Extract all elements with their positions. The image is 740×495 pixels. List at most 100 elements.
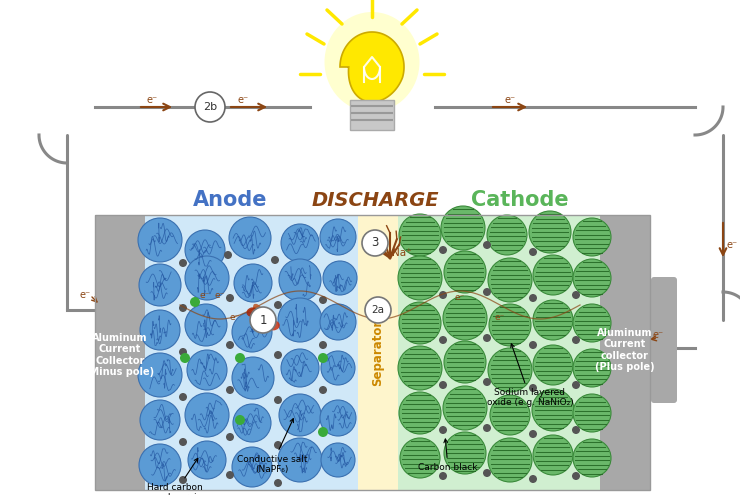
Text: Cathode: Cathode [471,190,569,210]
Circle shape [185,304,227,346]
Text: Aluminum
Current
collector
(Plus pole): Aluminum Current collector (Plus pole) [595,328,655,372]
Text: e⁻: e⁻ [495,313,505,323]
Circle shape [232,312,272,352]
Circle shape [320,304,356,340]
FancyBboxPatch shape [145,215,358,490]
Circle shape [443,386,487,430]
Ellipse shape [262,311,275,322]
Ellipse shape [253,304,263,314]
Circle shape [140,400,180,440]
Text: DISCHARGE: DISCHARGE [312,191,439,209]
Circle shape [365,297,391,323]
Circle shape [188,441,226,479]
Circle shape [179,438,187,446]
Circle shape [443,296,487,340]
Circle shape [179,259,187,267]
Circle shape [444,341,486,383]
Circle shape [320,219,356,255]
FancyBboxPatch shape [358,215,398,490]
Circle shape [226,386,234,394]
Circle shape [399,302,441,344]
Circle shape [529,248,537,256]
Circle shape [529,211,571,253]
Text: e⁻: e⁻ [79,290,90,300]
Circle shape [232,357,274,399]
Circle shape [320,400,356,436]
Circle shape [488,258,532,302]
Circle shape [490,395,530,435]
Circle shape [529,475,537,483]
Circle shape [572,336,580,344]
Circle shape [179,348,187,356]
Circle shape [573,304,611,342]
Circle shape [321,351,355,385]
Circle shape [321,443,355,477]
Circle shape [278,298,322,342]
Circle shape [483,378,491,386]
Circle shape [318,353,328,363]
Ellipse shape [250,313,258,323]
Circle shape [398,256,442,300]
Circle shape [180,353,190,363]
Circle shape [274,396,282,404]
Circle shape [444,432,486,474]
Text: e⁻: e⁻ [727,240,738,250]
Circle shape [279,394,321,436]
Circle shape [138,353,182,397]
Circle shape [441,206,485,250]
Circle shape [187,350,227,390]
Circle shape [439,246,447,254]
Text: 1: 1 [259,313,266,327]
Circle shape [235,415,245,425]
Circle shape [533,345,573,385]
Text: Separator: Separator [371,319,385,386]
Circle shape [439,291,447,299]
Circle shape [439,472,447,480]
Circle shape [185,230,225,270]
Circle shape [573,394,611,432]
Circle shape [226,294,234,302]
Circle shape [139,264,181,306]
Text: 3: 3 [371,237,379,249]
Circle shape [274,351,282,359]
Circle shape [439,381,447,389]
Circle shape [487,215,527,255]
Circle shape [179,476,187,484]
Circle shape [489,304,531,346]
Circle shape [274,479,282,487]
Circle shape [483,424,491,432]
Circle shape [362,230,388,256]
Circle shape [529,341,537,349]
FancyBboxPatch shape [350,100,394,130]
Circle shape [573,439,611,477]
Circle shape [398,346,442,390]
Circle shape [195,92,225,122]
Circle shape [483,334,491,342]
Text: Anode: Anode [192,190,267,210]
Circle shape [400,438,440,478]
Circle shape [399,214,441,256]
Circle shape [234,264,272,302]
Circle shape [483,469,491,477]
Circle shape [573,259,611,297]
Ellipse shape [246,307,258,317]
Circle shape [274,301,282,309]
Text: Hard carbon
anode grain: Hard carbon anode grain [147,458,203,495]
Circle shape [573,218,611,256]
Circle shape [281,349,319,387]
Circle shape [572,426,580,434]
Text: Na⁺: Na⁺ [392,248,411,258]
Circle shape [533,255,573,295]
Circle shape [572,472,580,480]
FancyBboxPatch shape [651,277,677,403]
Circle shape [439,336,447,344]
Circle shape [483,288,491,296]
Text: e⁻: e⁻ [147,95,158,105]
Circle shape [235,353,245,363]
Circle shape [318,427,328,437]
Circle shape [532,389,574,431]
Circle shape [138,218,182,262]
Circle shape [279,259,321,301]
Text: Conductive salt
(NaPF₆): Conductive salt (NaPF₆) [237,419,307,474]
Circle shape [488,438,532,482]
